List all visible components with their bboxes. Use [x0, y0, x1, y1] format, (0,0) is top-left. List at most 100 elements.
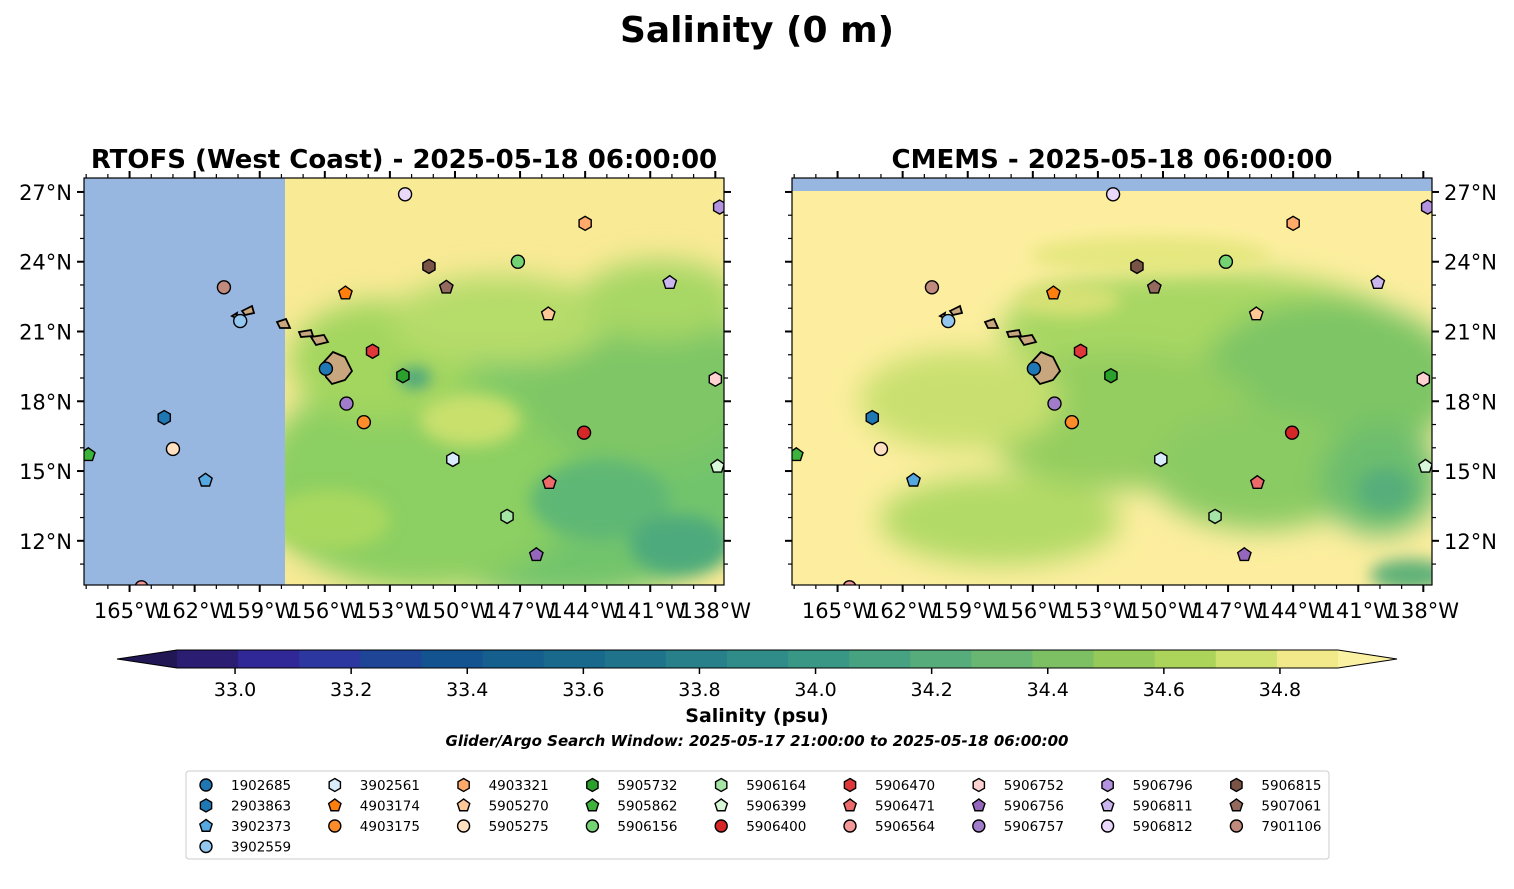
x-tick-label: 141°W [615, 599, 687, 623]
float-marker-3902561 [446, 451, 460, 468]
colorbar-tick-label: 33.8 [678, 679, 720, 701]
x-tick-label: 153°W [1062, 599, 1134, 623]
salinity-detail-rtofs [270, 368, 724, 575]
float-marker-5905862 [84, 446, 96, 462]
float-marker-5906756 [1236, 546, 1252, 562]
colorbar-ticks: 33.0 33.2 33.4 33.6 33.8 34.0 34.2 34.4 34.6 34.8 [214, 668, 1301, 701]
legend-label: 5906399 [746, 799, 806, 815]
x-tick-label: 153°W [354, 599, 426, 623]
legend-label: 5906752 [1004, 778, 1064, 794]
search-window-note: Glider/Argo Search Window: 2025-05-17 21… [446, 732, 1069, 750]
map-panel-rtofs: RTOFS (West Coast) - 2025-05-18 06:00:00 [19, 145, 751, 623]
float-marker-5906156 [1218, 254, 1234, 269]
float-marker-5906796 [712, 199, 724, 215]
float-marker-5906564 [842, 580, 857, 585]
legend-label: 3902559 [231, 840, 291, 856]
legend-label: 4903321 [489, 778, 549, 794]
salinity-detail-cmems [1020, 237, 1432, 585]
x-tick-label: 162°W [867, 599, 939, 623]
float-marker-5906156 [510, 254, 526, 269]
legend-marker-5905862 [585, 798, 600, 812]
x-tick-label: 144°W [1257, 599, 1329, 623]
x-tick-label: 165°W [94, 599, 166, 623]
x-tick-label: 138°W [1388, 599, 1460, 623]
legend-label: 5906812 [1133, 819, 1193, 835]
colorbar-segment [971, 650, 1034, 668]
float-marker-3902559 [233, 313, 248, 329]
y-tick-label: 15°N [19, 460, 72, 484]
float-marker-5906399 [1418, 458, 1432, 473]
colorbar-segment [1032, 650, 1095, 668]
legend-label: 5906156 [617, 819, 677, 835]
legend-marker-5906156 [585, 819, 600, 833]
colorbar-segment [849, 650, 911, 668]
legend-marker-5906399 [714, 798, 729, 812]
legend-label: 5906815 [1261, 778, 1321, 794]
colorbar-segment [726, 650, 789, 668]
colorbar-label: Salinity (psu) [685, 705, 828, 727]
colorbar-extend-low [117, 650, 177, 668]
float-marker-5906400 [576, 425, 592, 440]
float-marker-5906470 [365, 343, 380, 360]
map-title-rtofs: RTOFS (West Coast) - 2025-05-18 06:00:00 [91, 145, 717, 175]
legend-marker-5906812 [1100, 819, 1115, 833]
float-marker-3902373 [906, 472, 921, 487]
float-marker-4903321 [578, 215, 592, 232]
legend-marker-3902559 [199, 839, 213, 854]
axes-frame-rtofs [83, 177, 725, 586]
legend-label: 5905862 [617, 799, 677, 815]
y-tick-label: 18°N [19, 390, 72, 414]
legend-label: 3902373 [231, 819, 291, 835]
y-tick-label: 15°N [1444, 460, 1497, 484]
markers-rtofs [84, 187, 724, 585]
legend-marker-4903321 [457, 777, 470, 793]
colorbar-segment [910, 650, 972, 668]
legend-marker-5906164 [714, 777, 728, 793]
markers-cmems [792, 187, 1432, 585]
legend-marker-5906752 [972, 777, 986, 793]
colorbar-extend-high [1338, 650, 1397, 668]
legend-marker-5906471 [842, 798, 858, 812]
legend-label: 5906164 [746, 778, 806, 794]
float-marker-5906811 [1370, 274, 1386, 290]
land-rtofs [230, 304, 354, 386]
legend-label: 4903175 [360, 819, 420, 835]
legend-label: 1902685 [231, 778, 291, 794]
figure-title: Salinity (0 m) [620, 10, 894, 51]
legend-label: 5906811 [1133, 799, 1193, 815]
float-marker-5905732 [396, 367, 410, 384]
legend-label: 3902561 [360, 778, 420, 794]
colorbar-tick-label: 34.0 [794, 679, 836, 701]
legend-marker-4903175 [328, 819, 342, 833]
float-marker-5905270 [1248, 306, 1264, 321]
legend-marker-3902373 [198, 818, 214, 832]
legend-marker-5906796 [1101, 777, 1114, 793]
x-tick-label: 156°W [289, 599, 361, 623]
float-marker-5906812 [1105, 187, 1121, 202]
y-tick-label: 24°N [19, 251, 72, 275]
float-marker-5906811 [662, 274, 678, 290]
float-marker-5905275 [165, 441, 181, 457]
colorbar-tick-label: 34.2 [910, 679, 952, 701]
float-marker-5906400 [1284, 425, 1300, 440]
legend-marker-5906756 [971, 798, 986, 812]
legend-label: 5906400 [746, 819, 806, 835]
land-cmems [938, 304, 1062, 386]
y-tick-label: 21°N [19, 320, 72, 344]
y-tick-label: 27°N [19, 181, 72, 205]
x-tick-label: 150°W [419, 599, 491, 623]
legend-label: 5906757 [1004, 819, 1064, 835]
y-tick-label: 12°N [1444, 530, 1497, 554]
y-tick-label: 12°N [19, 530, 72, 554]
float-marker-4903174 [1045, 285, 1061, 300]
legend-label: 2903863 [231, 799, 291, 815]
map-panel-cmems: CMEMS - 2025-05-18 06:00:00 [785, 145, 1497, 623]
map-title-cmems: CMEMS - 2025-05-18 06:00:00 [892, 145, 1333, 175]
colorbar-segment [299, 650, 361, 668]
legend-marker-5905275 [456, 819, 471, 833]
no-data-region-rtofs [84, 178, 285, 585]
legend: 1902685 2903863 3902373 3902559 3902561 49031… [185, 770, 1330, 860]
y-tick-label: 21°N [1444, 320, 1497, 344]
legend-marker-5906564 [843, 819, 857, 833]
legend-label: 5905270 [489, 799, 549, 815]
